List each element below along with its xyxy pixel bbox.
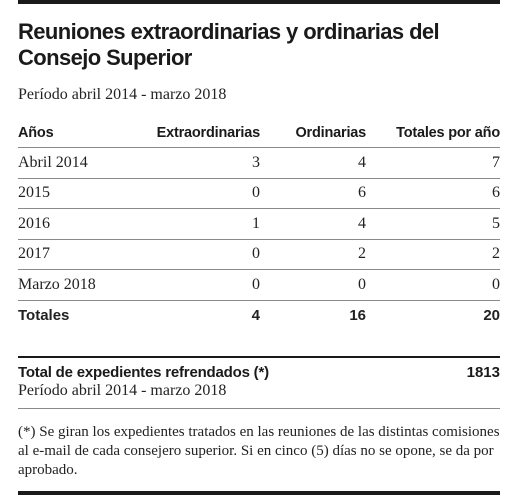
header-ordinarias: Ordinarias [260, 119, 366, 148]
page-title: Reuniones extraordinarias y ordinarias d… [18, 19, 440, 70]
header-totales-por-anio: Totales por año [366, 119, 500, 148]
table-row: 2017 0 2 2 [18, 239, 500, 270]
table-row: 2016 1 4 5 [18, 208, 500, 240]
bottom-rule [18, 491, 500, 495]
expedientes-value: 1813 [466, 364, 500, 381]
top-rule [18, 0, 500, 4]
cell-ordinarias: 0 [260, 269, 366, 301]
expedientes-label: Total de expedientes refrendados (*) [18, 364, 269, 381]
totals-grand-total: 20 [483, 306, 500, 324]
cell-extraordinarias: 3 [136, 147, 260, 179]
cell-total: 6 [366, 178, 500, 209]
cell-year: Marzo 2018 [18, 269, 136, 301]
table-row: Abril 2014 3 4 7 [18, 147, 500, 179]
cell-extraordinarias: 0 [136, 239, 260, 270]
totals-label: Totales [18, 306, 70, 324]
cell-year: 2015 [18, 178, 136, 209]
subtitle: Período abril 2014 - marzo 2018 [18, 86, 227, 103]
table-row: 2015 0 6 6 [18, 178, 500, 209]
header-anios: Años [18, 119, 136, 148]
section-divider [18, 356, 500, 358]
cell-year: Abril 2014 [18, 147, 136, 179]
meetings-table: Años Extraordinarias Ordinarias Totales … [18, 119, 500, 330]
cell-total: 7 [366, 147, 500, 179]
totals-extraordinarias: 4 [251, 306, 260, 324]
cell-ordinarias: 4 [260, 147, 366, 179]
cell-total: 2 [366, 239, 500, 270]
cell-total: 0 [366, 269, 500, 301]
cell-ordinarias: 4 [260, 208, 366, 240]
cell-total: 5 [366, 208, 500, 240]
totals-ordinarias: 16 [349, 306, 366, 324]
expedientes-period: Período abril 2014 - marzo 2018 [18, 382, 227, 399]
cell-year: 2016 [18, 208, 136, 240]
table-header-row: Años Extraordinarias Ordinarias Totales … [18, 119, 500, 148]
cell-year: 2017 [18, 239, 136, 270]
totals-row: Totales 4 16 20 [18, 300, 500, 330]
cell-ordinarias: 6 [260, 178, 366, 209]
cell-extraordinarias: 0 [136, 269, 260, 301]
header-extraordinarias: Extraordinarias [136, 119, 260, 148]
table-row: Marzo 2018 0 0 0 [18, 269, 500, 301]
footnote-divider [18, 408, 500, 409]
cell-extraordinarias: 1 [136, 208, 260, 240]
footnote: (*) Se giran los expedientes tratados en… [18, 424, 500, 478]
cell-extraordinarias: 0 [136, 178, 260, 209]
cell-ordinarias: 2 [260, 239, 366, 270]
